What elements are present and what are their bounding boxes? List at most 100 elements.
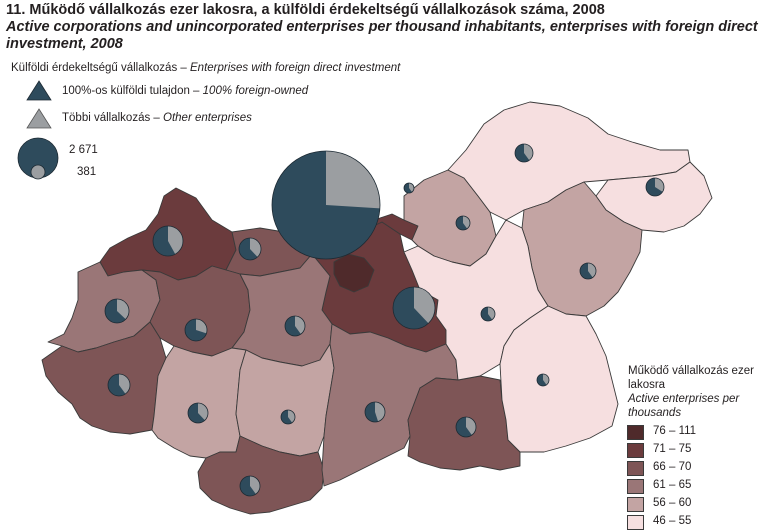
pie-outline bbox=[107, 373, 131, 397]
size-key-min-label: 381 bbox=[77, 166, 97, 178]
legend-title-hu: Működő vállalkozás ezer lakosra bbox=[628, 365, 754, 391]
county-somogy bbox=[151, 345, 247, 459]
legend-swatch bbox=[627, 515, 644, 530]
foreign-label-en: 100% foreign-owned bbox=[202, 85, 309, 97]
legend-label: 56 – 60 bbox=[653, 497, 692, 509]
pie-outline bbox=[239, 475, 261, 497]
pie-outline bbox=[364, 401, 386, 423]
pie-slice-foreign bbox=[239, 238, 258, 260]
title-hungarian: 11. Működő vállalkozás ezer lakosra, a k… bbox=[6, 2, 605, 18]
pie-hajdu-bihar bbox=[579, 262, 597, 280]
pie-borsod-abauj-zemplen bbox=[514, 143, 534, 163]
pie-outline bbox=[455, 416, 477, 438]
dash: – bbox=[177, 62, 191, 74]
pie-outline bbox=[455, 215, 471, 231]
symbol-key-heading-en: Enterprises with foreign direct investme… bbox=[190, 62, 401, 74]
pie-slice-foreign bbox=[365, 402, 379, 422]
county-layer bbox=[41, 101, 713, 515]
pie-tolna bbox=[280, 409, 296, 425]
pie-slice-foreign bbox=[480, 307, 493, 321]
pie-outline bbox=[280, 409, 296, 425]
pie-slice-foreign bbox=[240, 476, 256, 496]
pie-layer bbox=[104, 143, 665, 497]
symbol-key bbox=[17, 80, 59, 180]
pie-slice-foreign bbox=[188, 403, 205, 423]
other-label-hu: Többi vállalkozás bbox=[62, 112, 151, 124]
pie-outline bbox=[152, 225, 184, 257]
map-title: 11. Működő vállalkozás ezer lakosra, a k… bbox=[6, 2, 776, 53]
pie-gyor-moson-sopron bbox=[152, 225, 184, 257]
other-label-en: Other enterprises bbox=[163, 112, 252, 124]
dash: – bbox=[189, 85, 203, 97]
pie-outline bbox=[392, 286, 436, 330]
legend-label: 46 – 55 bbox=[653, 515, 692, 527]
pie-bacs-kiskun bbox=[364, 401, 386, 423]
pie-heves bbox=[455, 215, 471, 231]
key-other-triangle-icon bbox=[26, 108, 52, 129]
legend-label: 66 – 70 bbox=[653, 461, 692, 473]
legend-swatch bbox=[627, 479, 644, 494]
pie-bekes bbox=[536, 373, 550, 387]
pie-outline bbox=[238, 237, 262, 261]
title-english: Active corporations and unincorporated e… bbox=[6, 19, 758, 52]
size-key-small-circle bbox=[30, 164, 46, 180]
pie-slice-foreign bbox=[272, 151, 380, 259]
pie-slice-foreign bbox=[108, 374, 126, 396]
pie-slice-foreign bbox=[285, 316, 301, 336]
symbol-key-other-label: Többi vállalkozás – Other enterprises bbox=[62, 112, 252, 124]
legend-swatch bbox=[627, 425, 644, 440]
pie-outline bbox=[284, 315, 306, 337]
pie-fejer bbox=[284, 315, 306, 337]
pie-vas bbox=[104, 298, 130, 324]
pie-slice-foreign bbox=[185, 319, 207, 341]
legend-title: Működő vállalkozás ezer lakosra Active e… bbox=[628, 364, 778, 420]
key-foreign-triangle-icon bbox=[26, 80, 52, 101]
pie-slice-foreign bbox=[153, 226, 176, 257]
pie-jasz-nagykun-szolnok bbox=[480, 306, 496, 322]
pie-pest bbox=[392, 286, 436, 330]
pie-slice-foreign bbox=[393, 287, 429, 329]
legend-swatch bbox=[627, 497, 644, 512]
pie-outline bbox=[536, 373, 550, 387]
foreign-label-hu: 100%-os külföldi tulajdon bbox=[62, 85, 190, 97]
pie-slice-foreign bbox=[456, 417, 472, 437]
pie-szabolcs bbox=[645, 177, 665, 197]
symbol-key-heading-hu: Külföldi érdekeltségű vállalkozás bbox=[11, 62, 178, 74]
pie-slice-foreign bbox=[580, 263, 593, 280]
pie-slice-foreign bbox=[537, 374, 547, 386]
pie-baranya bbox=[239, 475, 261, 497]
pie-csongrad bbox=[455, 416, 477, 438]
symbol-key-heading: Külföldi érdekeltségű vállalkozás – Ente… bbox=[11, 62, 400, 74]
county-budapest bbox=[333, 253, 375, 293]
pie-slice-foreign bbox=[646, 178, 663, 197]
pie-outline bbox=[271, 150, 381, 260]
legend-swatch bbox=[627, 443, 644, 458]
pie-outline bbox=[645, 177, 665, 197]
pie-outline bbox=[514, 143, 534, 163]
county-bekes bbox=[499, 305, 619, 453]
legend-label: 71 – 75 bbox=[653, 443, 692, 455]
pie-budapest bbox=[271, 150, 381, 260]
pie-outline bbox=[104, 298, 130, 324]
dash: – bbox=[150, 112, 164, 124]
pie-outline bbox=[187, 402, 209, 424]
pie-somogy bbox=[187, 402, 209, 424]
symbol-key-foreign-label: 100%-os külföldi tulajdon – 100% foreign… bbox=[62, 85, 308, 97]
pie-nograd bbox=[403, 182, 415, 194]
legend-label: 76 – 111 bbox=[653, 425, 697, 437]
pie-slice-foreign bbox=[456, 216, 468, 230]
pie-slice-foreign bbox=[105, 299, 126, 323]
legend-swatch bbox=[627, 461, 644, 476]
county-baranya bbox=[197, 435, 325, 515]
pie-slice-foreign bbox=[515, 144, 530, 162]
pie-outline bbox=[184, 318, 208, 342]
pie-outline bbox=[403, 182, 415, 194]
legend-title-en: Active enterprises per thousands bbox=[628, 393, 740, 419]
pie-komarom-esztergom bbox=[238, 237, 262, 261]
pie-veszprem bbox=[184, 318, 208, 342]
pie-outline bbox=[579, 262, 597, 280]
legend-label: 61 – 65 bbox=[653, 479, 692, 491]
pie-outline bbox=[480, 306, 496, 322]
pie-slice-foreign bbox=[404, 183, 412, 193]
